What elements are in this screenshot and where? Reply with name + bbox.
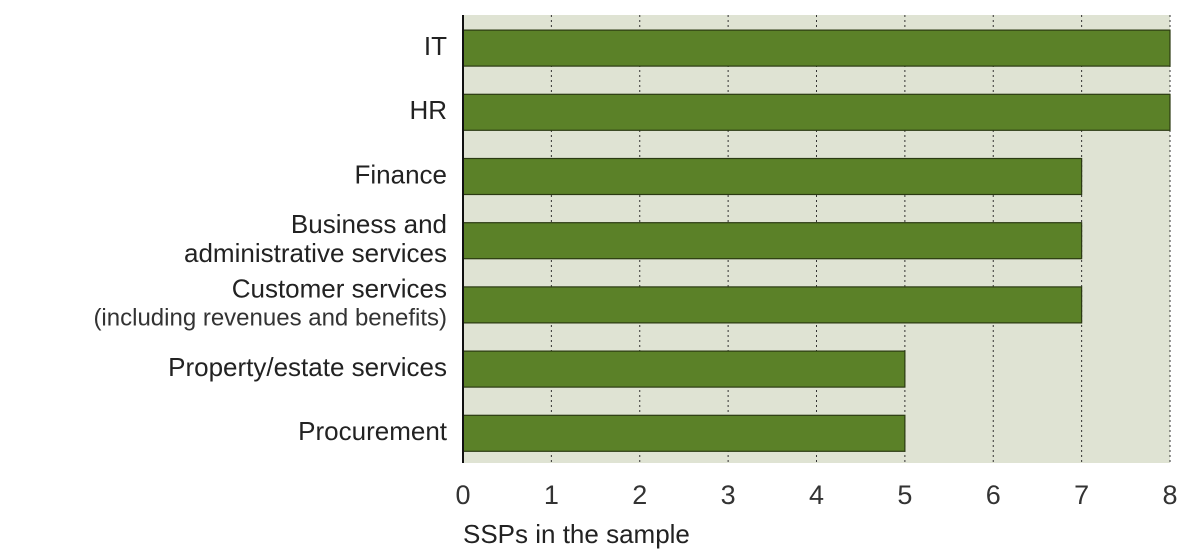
bar xyxy=(462,414,906,452)
x-tick-label: 3 xyxy=(721,480,736,510)
y-tick-label: administrative services xyxy=(184,238,447,268)
bar xyxy=(462,93,1171,131)
y-tick-label: Customer services xyxy=(232,273,447,303)
bar xyxy=(462,157,1083,196)
bar xyxy=(462,286,1083,324)
y-tick-label: (including revenues and benefits) xyxy=(93,305,447,332)
bar xyxy=(462,29,1171,67)
bar xyxy=(462,222,1083,260)
y-tick-label: HR xyxy=(409,95,447,125)
y-tick-label: Property/estate services xyxy=(168,352,447,382)
x-axis-label: SSPs in the sample xyxy=(463,519,690,549)
x-tick-label: 0 xyxy=(455,480,470,510)
x-tick-label: 1 xyxy=(544,480,559,510)
x-tick-label: 4 xyxy=(809,480,824,510)
y-tick-label: IT xyxy=(424,31,447,61)
x-tick-label: 8 xyxy=(1162,480,1177,510)
x-tick-label: 2 xyxy=(632,480,647,510)
x-tick-label: 6 xyxy=(986,480,1001,510)
y-tick-label: Procurement xyxy=(298,416,448,446)
x-tick-label: 7 xyxy=(1074,480,1089,510)
bar xyxy=(462,350,906,388)
x-tick-label: 5 xyxy=(897,480,912,510)
y-tick-label: Finance xyxy=(355,159,448,189)
y-tick-label: Business and xyxy=(291,209,447,239)
